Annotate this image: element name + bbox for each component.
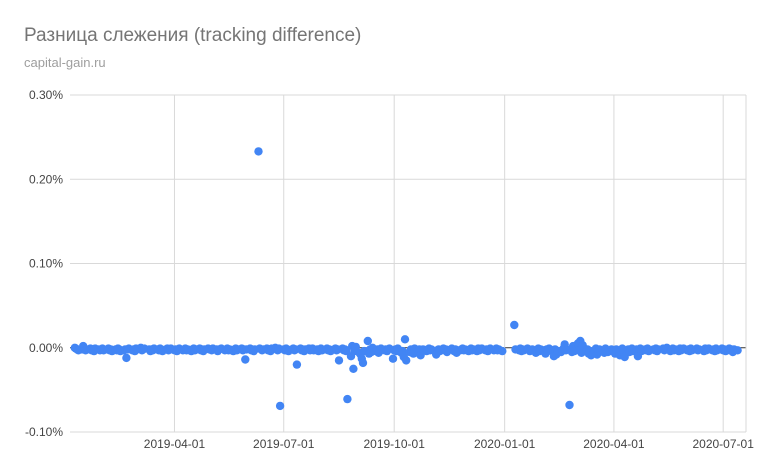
- x-axis-tick-labels: 2019-04-01 2019-07-01 2019-10-01 2020-01-01…: [144, 437, 754, 451]
- data-point: [122, 353, 131, 363]
- x-tick-label: 2020-01-01: [474, 437, 536, 451]
- data-point: [241, 355, 250, 364]
- chart-title: Разница слежения (tracking difference): [24, 25, 362, 46]
- y-tick-label: -0.10%: [25, 425, 63, 439]
- y-tick-label: 0.20%: [29, 172, 63, 186]
- data-point: [733, 346, 742, 355]
- data-point: [292, 360, 302, 369]
- chart-subtitle: capital-gain.ru: [24, 55, 106, 70]
- x-tick-label: 2019-10-01: [363, 437, 425, 451]
- data-point: [334, 356, 344, 365]
- y-axis-tick-labels: 0.30% 0.20% 0.10% 0.00% -0.10%: [25, 88, 63, 439]
- data-point: [400, 335, 410, 344]
- y-tick-label: 0.30%: [29, 88, 63, 102]
- data-point: [363, 336, 372, 346]
- data-point: [254, 147, 263, 156]
- data-point: [498, 346, 507, 356]
- data-point: [565, 400, 574, 410]
- y-tick-label: 0.00%: [29, 341, 63, 355]
- data-point: [402, 356, 411, 365]
- data-point: [275, 401, 285, 411]
- gridlines: [70, 94, 747, 433]
- data-point: [349, 364, 358, 373]
- x-tick-label: 2020-07-01: [692, 437, 754, 451]
- data-point: [343, 394, 352, 404]
- data-point: [388, 354, 398, 363]
- y-tick-label: 0.10%: [29, 257, 63, 271]
- x-tick-label: 2019-07-01: [253, 437, 315, 451]
- x-tick-label: 2020-04-01: [583, 437, 645, 451]
- data-points: [70, 147, 742, 411]
- x-tick-label: 2019-04-01: [144, 437, 206, 451]
- data-point: [358, 358, 368, 368]
- data-point: [510, 320, 519, 330]
